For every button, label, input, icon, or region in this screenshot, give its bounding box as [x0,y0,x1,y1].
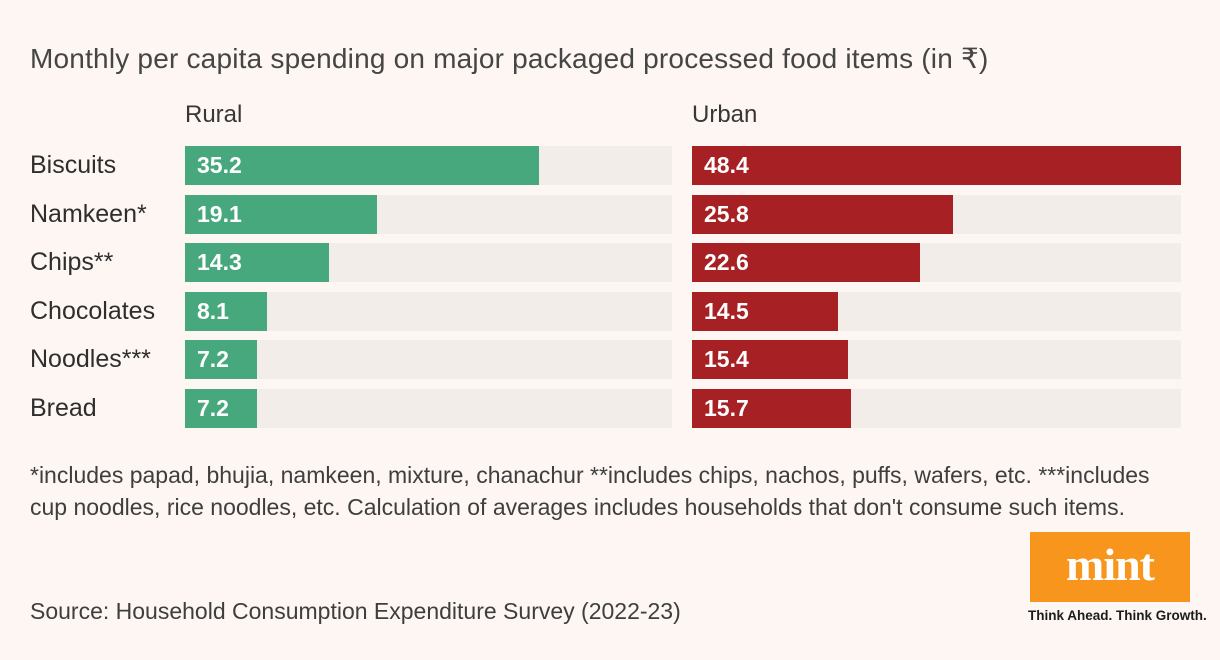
bar-value-label: 19.1 [197,200,242,227]
urban-bar: 25.8 [692,194,953,234]
bar-value-label: 48.4 [704,152,749,178]
category-label: Bread [30,393,97,422]
bar-value-label: 7.2 [197,394,229,421]
rural-bar: 35.2 [185,146,540,185]
mint-logo: mint [1030,532,1190,602]
rural-bar: 7.2 [185,388,258,428]
rural-bar: 7.2 [185,340,258,379]
mint-tagline: Think Ahead. Think Growth. [1028,608,1207,623]
footnote-text: *includes papad, bhujia, namkeen, mixtur… [30,462,1150,520]
chart-row: Namkeen* 19.1 25.8 [30,194,1181,234]
rural-bar: 8.1 [185,291,267,331]
bar-value-label: 8.1 [197,297,229,324]
rural-track: 35.2 [185,146,672,185]
rural-track: 19.1 [185,194,672,234]
urban-bar: 15.4 [692,340,848,379]
urban-bar: 22.6 [692,243,921,282]
mint-logo-text: mint [1066,539,1155,590]
rural-track: 8.1 [185,291,672,331]
bar-value-label: 35.2 [197,152,242,178]
column-header-rural: Rural [185,101,243,128]
source-line: Source: Household Consumption Expenditur… [30,598,681,624]
category-label: Chocolates [30,296,156,325]
chart-row: Bread 7.2 15.7 [30,388,1181,428]
bar-value-label: 22.6 [704,249,749,275]
bar-value-label: 7.2 [197,346,229,372]
chart-row: Biscuits 35.2 48.4 [30,146,1181,185]
urban-track: 48.4 [692,146,1181,185]
bar-value-label: 15.4 [704,346,749,372]
bar-value-label: 15.7 [704,394,749,421]
category-label: Noodles*** [30,345,151,373]
rural-track: 7.2 [185,340,672,379]
rural-bar: 14.3 [185,243,329,282]
urban-bar: 48.4 [692,146,1181,185]
rural-track: 14.3 [185,243,672,282]
chart-row: Noodles*** 7.2 15.4 [30,340,1181,379]
column-header-urban: Urban [692,101,758,128]
category-label: Namkeen* [30,199,147,228]
urban-track: 22.6 [692,243,1181,282]
urban-track: 15.4 [692,340,1181,379]
urban-bar: 15.7 [692,388,851,428]
page-title: Monthly per capita spending on major pac… [30,43,989,74]
category-label: Chips** [30,248,114,276]
rural-bar: 19.1 [185,194,378,234]
chart-row: Chips** 14.3 22.6 [30,243,1181,282]
chart-rows: Biscuits 35.2 48.4 Namkeen* 19.1 [30,146,1181,437]
chart-row: Chocolates 8.1 14.5 [30,291,1181,331]
category-label: Biscuits [30,151,117,179]
bar-value-label: 14.5 [704,297,749,324]
urban-track: 15.7 [692,388,1181,428]
rural-track: 7.2 [185,388,672,428]
urban-track: 14.5 [692,291,1181,331]
urban-track: 25.8 [692,194,1181,234]
bar-value-label: 14.3 [197,249,242,275]
urban-bar: 14.5 [692,291,839,331]
bar-value-label: 25.8 [704,200,749,227]
